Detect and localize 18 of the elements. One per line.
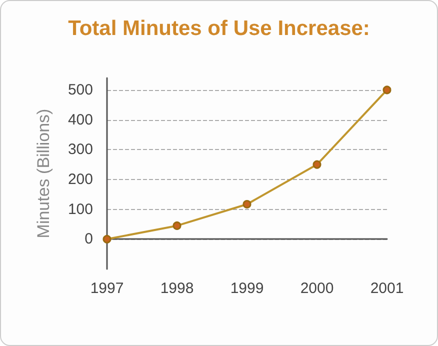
- y-tick-label: 500: [68, 81, 93, 98]
- chart-title: Total Minutes of Use Increase:: [68, 17, 370, 40]
- x-tick-label: 2000: [300, 280, 334, 297]
- y-tick-label: 300: [68, 141, 93, 158]
- y-tick-label: 0: [84, 230, 93, 248]
- point: [382, 86, 392, 94]
- x-tick-label: 1998: [160, 280, 194, 297]
- y-tick-label: 200: [68, 170, 93, 188]
- y-axis-title: Minutes (Billions): [34, 108, 53, 238]
- y-tick-label: 400: [68, 111, 93, 128]
- y-tick-label: 100: [68, 200, 93, 218]
- point: [172, 221, 182, 230]
- point: [242, 200, 252, 208]
- point: [102, 234, 112, 244]
- x-tick-label: 2001: [370, 280, 404, 297]
- point: [312, 160, 322, 169]
- x-tick-label: 1997: [90, 280, 124, 297]
- x-tick-label: 1999: [230, 280, 264, 297]
